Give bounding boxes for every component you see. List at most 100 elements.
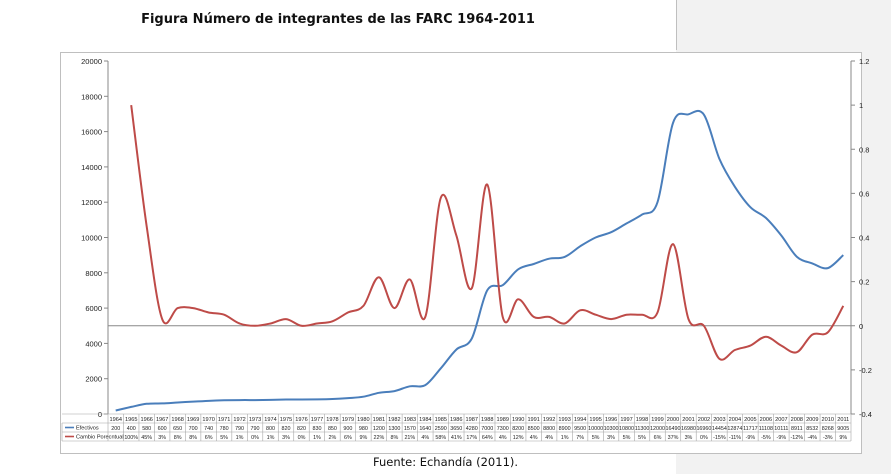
table-cell: 9%: [360, 435, 368, 441]
x-tick-label: 1967: [156, 417, 168, 423]
x-tick-label: 1975: [280, 417, 292, 423]
x-tick-label: 2003: [713, 417, 725, 423]
x-tick-label: 2006: [760, 417, 772, 423]
table-cell: 11108: [759, 426, 773, 432]
x-tick-label: 1982: [388, 417, 400, 423]
table-cell: -5%: [761, 435, 771, 441]
x-tick-label: 1977: [311, 417, 323, 423]
x-tick-label: 1986: [450, 417, 462, 423]
table-cell: 3650: [450, 426, 462, 432]
x-tick-label: 2007: [775, 417, 787, 423]
y-right-tick-label: -0.2: [859, 366, 872, 375]
table-cell: 12000: [650, 426, 665, 432]
table-cell: 600: [158, 426, 167, 432]
table-cell: 7300: [497, 426, 509, 432]
table-cell: 200: [111, 426, 120, 432]
y-right-tick-label: 0.6: [859, 189, 869, 198]
table-cell: 780: [220, 426, 229, 432]
table-cell: 16980: [681, 426, 696, 432]
table-cell: 5%: [638, 435, 646, 441]
table-cell: 12%: [513, 435, 524, 441]
table-cell: 8900: [559, 426, 571, 432]
x-tick-label: 1964: [110, 417, 122, 423]
table-cell: 650: [173, 426, 182, 432]
x-tick-label: 1971: [218, 417, 230, 423]
table-cell: 3%: [607, 435, 615, 441]
table-cell: 6%: [654, 435, 662, 441]
x-tick-label: 2001: [682, 417, 694, 423]
table-cell: 9500: [574, 426, 586, 432]
x-tick-label: 1974: [264, 417, 276, 423]
x-tick-label: 1999: [651, 417, 663, 423]
x-tick-label: 1987: [466, 417, 478, 423]
y-left-tick-label: 6000: [85, 304, 102, 313]
table-cell: -11%: [729, 435, 741, 441]
x-tick-label: 2009: [806, 417, 818, 423]
table-cell: -3%: [823, 435, 833, 441]
table-cell: 4%: [545, 435, 553, 441]
table-cell: 8%: [390, 435, 398, 441]
table-cell: 0%: [251, 435, 259, 441]
table-cell: 4%: [499, 435, 507, 441]
series-line-cambio-porcentual: [131, 105, 843, 360]
x-tick-label: 1991: [527, 417, 539, 423]
table-cell: 2590: [435, 426, 447, 432]
table-cell: 4280: [466, 426, 478, 432]
figure-source: Fuente: Echandía (2011).: [0, 455, 891, 469]
table-cell: 8911: [791, 426, 803, 432]
table-cell: 6%: [205, 435, 213, 441]
table-cell: 1%: [267, 435, 275, 441]
table-cell: 10000: [588, 426, 603, 432]
table-cell: 820: [297, 426, 306, 432]
y-right-tick-label: 0.2: [859, 278, 869, 287]
table-cell: 1570: [404, 426, 416, 432]
y-right-tick-label: -0.4: [859, 410, 872, 419]
x-tick-label: 1968: [171, 417, 183, 423]
y-left-tick-label: 16000: [81, 128, 102, 137]
x-tick-label: 1994: [574, 417, 586, 423]
x-tick-label: 1988: [481, 417, 493, 423]
table-cell: 4%: [421, 435, 429, 441]
table-cell: 7%: [576, 435, 584, 441]
table-cell: 10800: [619, 426, 634, 432]
y-right-tick-label: 1.2: [859, 57, 869, 66]
table-cell: 2%: [329, 435, 337, 441]
x-tick-label: 1996: [605, 417, 617, 423]
table-cell: -4%: [808, 435, 818, 441]
x-tick-label: 1989: [496, 417, 508, 423]
table-cell: 5%: [623, 435, 631, 441]
table-cell: 1%: [313, 435, 321, 441]
table-cell: 400: [127, 426, 136, 432]
y-right-tick-label: 0.4: [859, 234, 869, 243]
table-cell: 37%: [668, 435, 679, 441]
table-cell: 1%: [561, 435, 569, 441]
x-tick-label: 1969: [187, 417, 199, 423]
table-cell: 790: [251, 426, 260, 432]
table-cell: 45%: [141, 435, 152, 441]
table-cell: 8%: [189, 435, 197, 441]
table-cell: 740: [204, 426, 213, 432]
table-cell: 800: [266, 426, 275, 432]
table-cell: 100%: [124, 435, 138, 441]
table-cell: 0%: [298, 435, 306, 441]
x-tick-label: 1997: [620, 417, 632, 423]
x-tick-label: 1972: [233, 417, 245, 423]
table-cell: -15%: [713, 435, 726, 441]
table-cell: 16490: [665, 426, 680, 432]
table-cell: 11717: [743, 426, 758, 432]
table-cell: 8500: [528, 426, 540, 432]
table-cell: 22%: [373, 435, 384, 441]
table-cell: -12%: [791, 435, 804, 441]
x-tick-label: 1990: [512, 417, 524, 423]
x-tick-label: 1976: [295, 417, 307, 423]
table-cell: 17%: [466, 435, 477, 441]
x-tick-label: 2008: [791, 417, 803, 423]
x-tick-label: 1985: [435, 417, 447, 423]
y-left-tick-label: 14000: [81, 163, 102, 172]
x-tick-label: 2004: [729, 417, 741, 423]
table-cell: 3%: [158, 435, 166, 441]
table-cell: 10300: [604, 426, 619, 432]
table-cell: 9%: [839, 435, 847, 441]
table-cell: 5%: [592, 435, 600, 441]
